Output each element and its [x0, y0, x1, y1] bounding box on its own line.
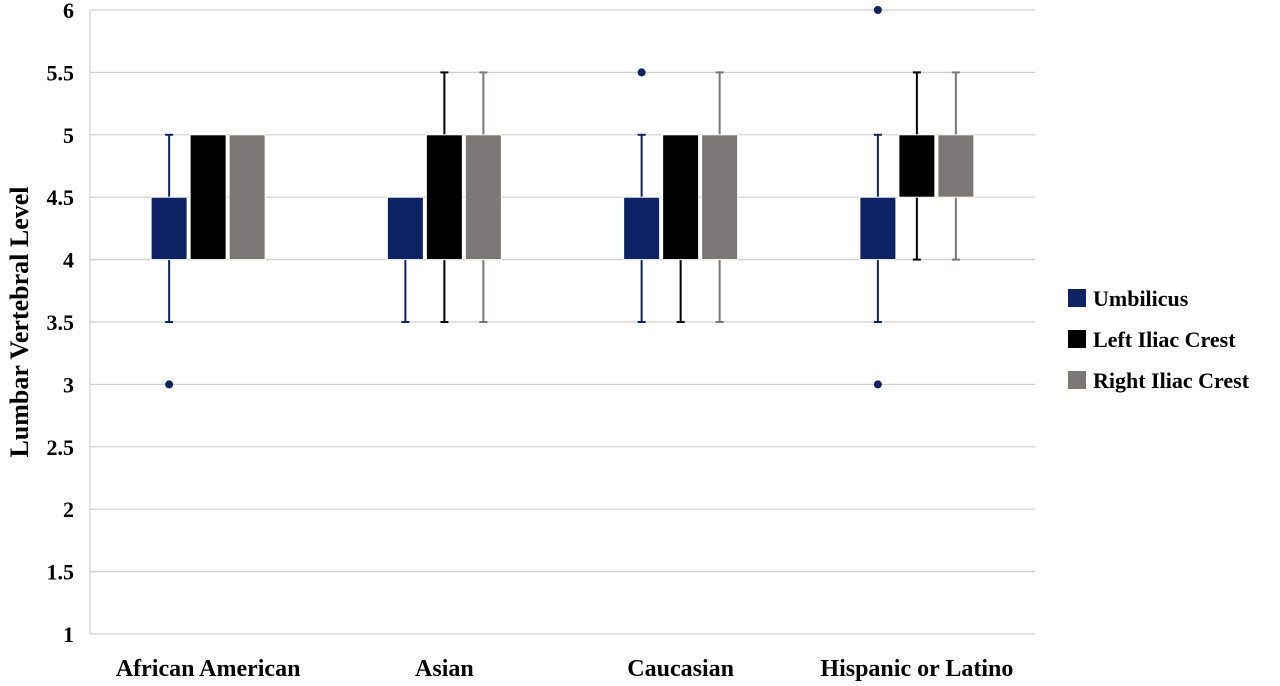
outlier-point [637, 68, 646, 77]
y-tick-label: 1.5 [47, 560, 75, 585]
y-tick-label: 6 [63, 0, 74, 23]
category-label: Asian [415, 656, 474, 682]
outlier-point [873, 380, 882, 389]
box-left-iliac-crest-lower [662, 134, 700, 261]
y-axis-label: Lumbar Vertebral Level [5, 186, 34, 457]
legend-swatch [1068, 371, 1086, 389]
y-tick-label: 1 [63, 622, 74, 647]
legend-swatch [1068, 289, 1086, 307]
grid-lines [89, 9, 1035, 635]
box-umbilicus-lower [386, 196, 424, 261]
box-right-iliac-crest-lower [701, 134, 739, 261]
legend-swatch [1068, 330, 1086, 348]
box-right-iliac-crest-lower [464, 134, 502, 261]
category-label: Hispanic or Latino [820, 656, 1013, 682]
outlier-point [165, 380, 174, 389]
legend-label: Umbilicus [1093, 286, 1189, 311]
y-tick-label: 4 [63, 248, 74, 273]
box-right-iliac-crest-lower [228, 134, 266, 261]
y-tick-label: 2.5 [47, 435, 75, 460]
x-axis-categories: African American Asian Caucasian Hispanic o… [116, 656, 1014, 682]
box-umbilicus-lower [859, 196, 897, 261]
box-left-iliac-crest-lower [189, 134, 227, 261]
legend-label: Left Iliac Crest [1093, 327, 1236, 352]
box-left-iliac-crest-lower [425, 134, 463, 261]
box-left-iliac-crest-lower [898, 134, 936, 198]
outlier-point [873, 6, 882, 14]
y-tick-label: 5.5 [47, 60, 75, 85]
y-tick-label: 4.5 [47, 185, 75, 210]
box-umbilicus-lower [623, 196, 661, 261]
y-axis-ticks: 1 1.5 2 2.5 3 3.5 4 4.5 5 5.5 6 [47, 0, 75, 647]
plot-area [150, 6, 975, 389]
y-tick-label: 5 [63, 123, 74, 148]
category-label: African American [116, 656, 301, 682]
y-tick-label: 3 [63, 372, 74, 397]
y-tick-label: 3.5 [47, 310, 75, 335]
y-tick-label: 2 [63, 497, 74, 522]
legend-label: Right Iliac Crest [1093, 368, 1250, 393]
legend: Umbilicus Left Iliac Crest Right Iliac Cre… [1068, 286, 1250, 393]
box-right-iliac-crest-lower [937, 134, 975, 198]
category-label: Caucasian [627, 656, 734, 682]
box-umbilicus-lower [150, 196, 188, 261]
